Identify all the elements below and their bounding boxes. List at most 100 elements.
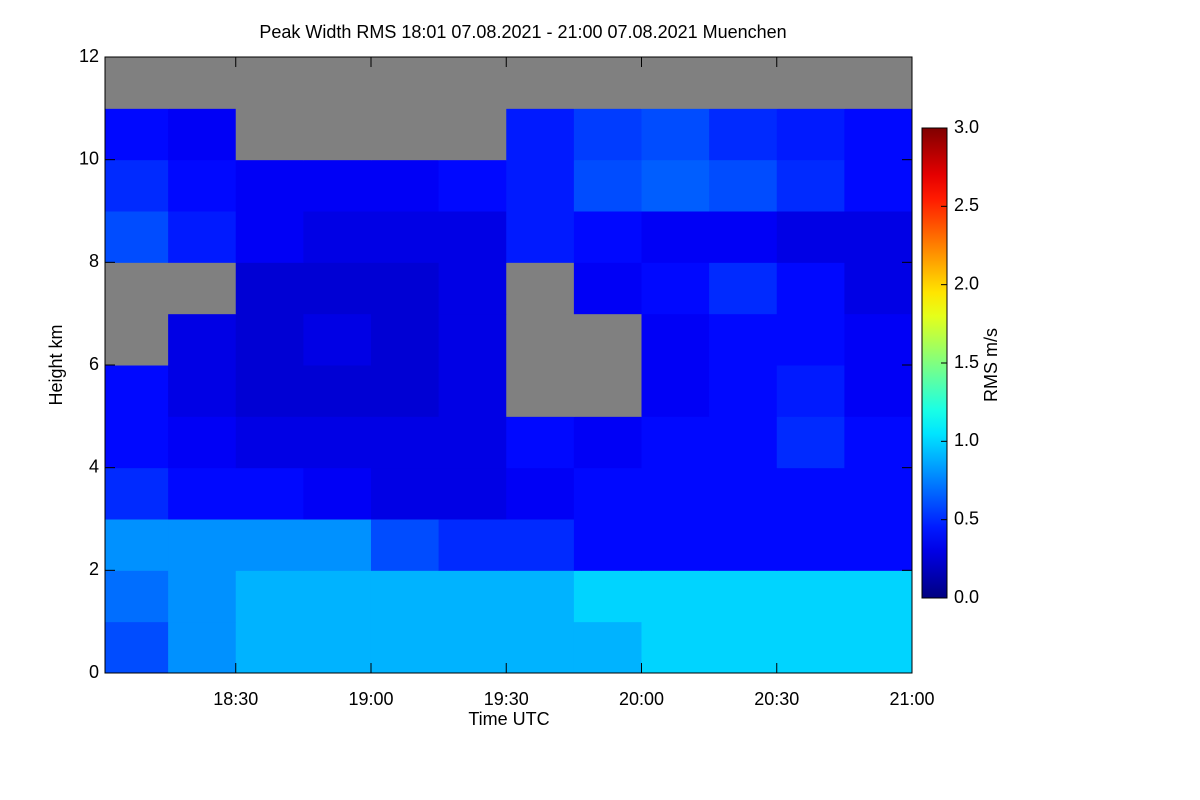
heatmap-cell <box>438 159 507 212</box>
heatmap-cell <box>168 519 237 571</box>
heatmap-cell <box>641 211 710 263</box>
heatmap-cell <box>573 159 642 212</box>
heatmap-cell <box>641 108 710 161</box>
heatmap-cell <box>105 519 169 571</box>
heatmap-cell <box>844 365 913 417</box>
heatmap-cell <box>303 570 372 623</box>
heatmap-cell <box>709 416 778 469</box>
heatmap-cell <box>709 211 778 263</box>
heatmap-cell <box>235 570 304 623</box>
heatmap-cell <box>168 621 237 674</box>
heatmap-cell <box>105 57 169 109</box>
heatmap-cell <box>776 262 845 315</box>
heatmap-cell <box>776 365 845 417</box>
heatmap-cell <box>168 467 237 520</box>
y-tick-label: 10 <box>79 148 99 168</box>
colorbar-tick-label: 1.5 <box>954 352 979 372</box>
heatmap-cell <box>168 262 237 315</box>
heatmap-cell <box>573 570 642 623</box>
heatmap-cell <box>235 211 304 263</box>
y-tick-label: 8 <box>89 251 99 271</box>
heatmap-cell <box>303 57 372 109</box>
heatmap-cell <box>105 570 169 623</box>
heatmap-cell <box>776 570 845 623</box>
heatmap-cell <box>105 365 169 417</box>
heatmap-cell <box>370 621 440 674</box>
heatmap-cell <box>776 313 845 366</box>
heatmap-cell <box>573 467 642 520</box>
heatmap-cell <box>506 262 575 315</box>
heatmap-cell <box>370 262 440 315</box>
heatmap-cell <box>438 211 507 263</box>
y-tick-label: 4 <box>89 456 99 476</box>
heatmap-cell <box>709 57 778 109</box>
heatmap-cell <box>776 57 845 109</box>
heatmap-cell <box>438 519 507 571</box>
heatmap-cell <box>506 159 575 212</box>
chart-title: Peak Width RMS 18:01 07.08.2021 - 21:00 … <box>259 22 786 42</box>
heatmap-cell <box>438 467 507 520</box>
x-axis-label: Time UTC <box>468 709 549 729</box>
heatmap-cell <box>235 159 304 212</box>
heatmap-cell <box>105 108 169 161</box>
heatmap-cell <box>235 108 304 161</box>
heatmap-cell <box>709 621 778 674</box>
heatmap-cell <box>105 159 169 212</box>
heatmap-cell <box>438 313 507 366</box>
heatmap-cell <box>303 211 372 263</box>
heatmap-cell <box>506 365 575 417</box>
heatmap-cell <box>105 313 169 366</box>
heatmap-cell <box>105 262 169 315</box>
heatmap-cell <box>370 467 440 520</box>
heatmap-cell <box>506 211 575 263</box>
heatmap-cell <box>370 57 440 109</box>
heatmap-cell <box>235 621 304 674</box>
heatmap-cell <box>506 108 575 161</box>
heatmap-cell <box>844 621 913 674</box>
heatmap-cell <box>168 57 237 109</box>
heatmap-cell <box>573 313 642 366</box>
heatmap-cell <box>573 108 642 161</box>
heatmap-cell <box>303 519 372 571</box>
heatmap-cell <box>776 416 845 469</box>
heatmap-cell <box>844 467 913 520</box>
heatmap-cell <box>303 416 372 469</box>
heatmap-cell <box>168 211 237 263</box>
heatmap-cell <box>235 467 304 520</box>
heatmap-cell <box>641 262 710 315</box>
colorbar-label: RMS m/s <box>981 328 1001 402</box>
heatmap-cell <box>303 365 372 417</box>
heatmap-cell <box>438 570 507 623</box>
heatmap-cell <box>303 467 372 520</box>
heatmap-cell <box>776 467 845 520</box>
heatmap-cell <box>370 416 440 469</box>
heatmap-cell <box>573 262 642 315</box>
y-tick-label: 6 <box>89 354 99 374</box>
y-axis-label: Height km <box>46 324 66 405</box>
heatmap-cell <box>168 108 237 161</box>
heatmap-cell <box>506 621 575 674</box>
x-tick-label: 19:30 <box>484 689 529 709</box>
heatmap-cell <box>105 416 169 469</box>
heatmap-cell <box>641 519 710 571</box>
heatmap-cell <box>573 211 642 263</box>
heatmap-cell <box>641 313 710 366</box>
heatmap-cell <box>105 467 169 520</box>
heatmap-cell <box>844 519 913 571</box>
x-tick-label: 18:30 <box>213 689 258 709</box>
heatmap-cell <box>438 262 507 315</box>
heatmap-cell <box>573 519 642 571</box>
heatmap-cell <box>168 416 237 469</box>
heatmap-cell <box>641 621 710 674</box>
heatmap-cell <box>641 159 710 212</box>
heatmap-cell <box>709 365 778 417</box>
heatmap-cell <box>641 416 710 469</box>
heatmap-cell <box>641 57 710 109</box>
heatmap-cell <box>303 262 372 315</box>
heatmap-cell <box>641 467 710 520</box>
heatmap-cell <box>370 519 440 571</box>
heatmap-cell <box>303 313 372 366</box>
heatmap-cell <box>438 108 507 161</box>
heatmap-cell <box>168 570 237 623</box>
heatmap-cell <box>844 57 913 109</box>
